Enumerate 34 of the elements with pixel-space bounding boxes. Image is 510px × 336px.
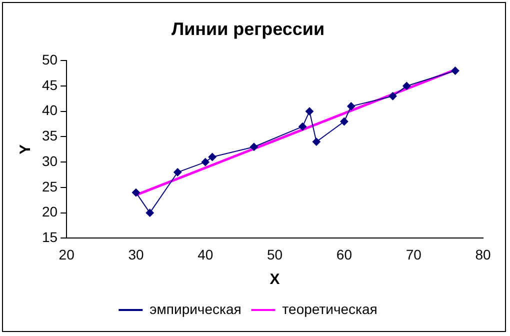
x-tick-label: 30 [128,246,144,262]
legend-label: эмпирическая [150,300,242,317]
x-tick-label: 50 [266,246,283,262]
x-tick-label: 40 [198,246,214,262]
chart-title: Линии регрессии [171,18,325,39]
x-tick-label: 20 [58,246,75,262]
point [402,82,411,90]
point [250,142,258,151]
point [174,168,182,176]
y-axis-title: Y [17,144,34,154]
y-tick-label: 30 [42,152,58,169]
y-tick-label: 50 [42,51,58,68]
point [132,188,140,197]
point [208,153,216,162]
y-tick-label: 15 [42,229,58,246]
y-tick-label: 40 [42,102,58,118]
y-tick-label: 25 [42,178,58,194]
point [388,92,397,100]
legend-label: теоретическая [282,300,378,317]
point [146,208,154,217]
x-tick-label: 70 [406,246,422,262]
point [347,102,356,110]
x-axis-title: X [270,271,280,288]
point [305,107,314,116]
point [451,66,460,75]
y-tick-label: 20 [42,204,58,220]
point [201,158,210,166]
point [298,122,307,131]
x-tick-label: 60 [336,246,352,262]
y-tick-label: 45 [42,76,58,93]
y-tick-label: 35 [42,128,58,144]
point [340,117,348,126]
x-tick-label: 80 [475,246,491,262]
point [312,138,320,146]
